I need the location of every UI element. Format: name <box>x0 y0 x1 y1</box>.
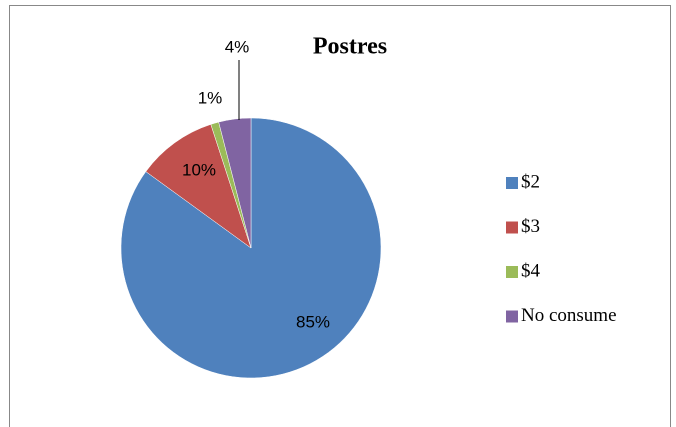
legend-label: $2 <box>521 171 540 192</box>
chart-title: Postres <box>313 34 387 60</box>
data-label: 1% <box>198 88 223 107</box>
data-label: 4% <box>225 37 250 56</box>
data-label: 85% <box>296 312 330 331</box>
legend-swatch <box>506 177 518 189</box>
legend-label: No consume <box>521 305 617 326</box>
legend-swatch <box>506 310 518 323</box>
legend-swatch <box>506 266 518 278</box>
data-label: 10% <box>182 160 216 179</box>
legend-swatch <box>506 221 518 234</box>
chart-frame <box>9 5 671 427</box>
legend-label: $3 <box>521 216 540 237</box>
pie-slice <box>218 117 252 249</box>
pie-slice <box>145 124 252 249</box>
legend-label: $4 <box>521 260 541 281</box>
